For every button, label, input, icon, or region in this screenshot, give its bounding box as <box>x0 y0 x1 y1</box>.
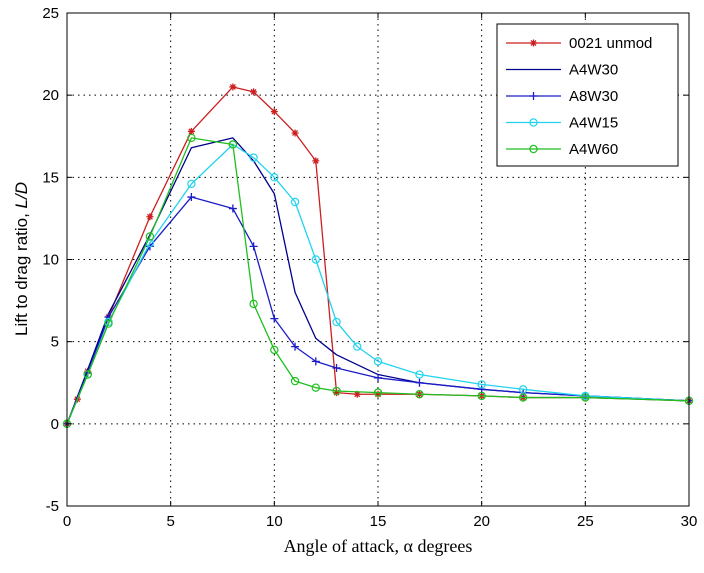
data-point <box>249 242 258 251</box>
y-axis-label-text: Lift to drag ratio, <box>12 208 31 336</box>
y-axis-label: Lift to drag ratio, L/D <box>12 182 31 336</box>
x-tick-label: 15 <box>370 513 387 530</box>
data-point <box>518 385 528 394</box>
data-point <box>229 83 237 91</box>
data-point <box>187 127 195 135</box>
series-group <box>62 83 694 429</box>
series-a4w60 <box>62 133 694 429</box>
data-point <box>187 193 196 202</box>
data-point <box>312 157 320 165</box>
data-point <box>311 357 320 366</box>
y-tick-label: 10 <box>42 252 59 269</box>
data-point <box>146 213 154 221</box>
data-point <box>291 129 299 137</box>
data-point <box>104 319 113 328</box>
legend: 0021 unmod A4W30 A8W30 A4W15 A4W60 <box>496 23 679 167</box>
data-point <box>581 393 590 402</box>
data-point <box>529 92 538 100</box>
y-tick-label: 0 <box>51 416 59 433</box>
series-line-a4w15 <box>66 143 690 425</box>
x-tick-label: 5 <box>166 513 174 530</box>
y-tick-label: 15 <box>42 169 59 186</box>
data-point <box>270 314 279 323</box>
legend-item-a4w15: A4W15 <box>506 115 618 132</box>
y-tick-label: 5 <box>51 334 59 351</box>
data-point <box>270 173 279 182</box>
data-point <box>529 118 538 127</box>
x-tick-label: 10 <box>266 513 283 530</box>
legend-item-a4w30: A4W30 <box>506 62 618 79</box>
data-point <box>270 108 278 116</box>
data-point <box>415 370 424 379</box>
data-point <box>228 204 237 213</box>
data-point <box>415 378 424 387</box>
legend-item-0021-unmod: 0021 unmod <box>506 35 652 52</box>
y-tick-label: 20 <box>42 87 59 104</box>
data-point <box>373 388 383 397</box>
data-point <box>374 390 382 398</box>
data-point <box>290 197 300 207</box>
data-point <box>83 370 92 379</box>
data-point <box>311 383 320 392</box>
x-tick-label: 0 <box>63 513 71 530</box>
x-tick-label: 30 <box>681 513 698 530</box>
data-point <box>187 179 196 189</box>
data-point <box>373 357 383 366</box>
data-point <box>270 345 279 355</box>
data-point <box>332 363 341 372</box>
legend-label: A4W60 <box>569 141 618 158</box>
data-point <box>249 299 258 309</box>
data-point <box>374 373 382 382</box>
series-line-a4w60 <box>66 137 690 425</box>
legend-label: A4W30 <box>569 62 618 79</box>
data-point <box>333 389 341 397</box>
x-axis-label: Angle of attack, α degrees <box>284 536 473 556</box>
x-tick-label: 25 <box>577 513 594 530</box>
data-point <box>228 140 238 149</box>
data-point <box>311 255 320 264</box>
legend-item-a8w30: A8W30 <box>506 88 618 105</box>
data-point <box>530 39 537 47</box>
data-point <box>332 317 341 327</box>
data-point <box>250 88 258 96</box>
data-point <box>353 390 361 398</box>
data-point <box>353 342 362 351</box>
data-point <box>477 380 486 389</box>
data-point <box>332 386 341 396</box>
legend-box <box>496 23 679 167</box>
legend-label: A8W30 <box>569 88 618 105</box>
y-tick-label: 25 <box>42 5 59 22</box>
data-point <box>187 133 196 143</box>
data-point <box>529 144 538 154</box>
data-point <box>477 391 486 401</box>
x-tick-label: 20 <box>473 513 490 530</box>
data-point <box>290 376 300 386</box>
data-point <box>291 342 300 351</box>
legend-label: A4W15 <box>569 115 618 132</box>
data-point <box>145 232 155 241</box>
legend-label: 0021 unmod <box>569 35 652 52</box>
legend-item-a4w60: A4W60 <box>506 141 618 158</box>
data-point <box>249 153 258 162</box>
y-tick-label: -5 <box>46 498 59 515</box>
data-point <box>415 390 424 399</box>
y-axis-label-italic: L/D <box>12 182 31 208</box>
data-point <box>518 393 528 402</box>
